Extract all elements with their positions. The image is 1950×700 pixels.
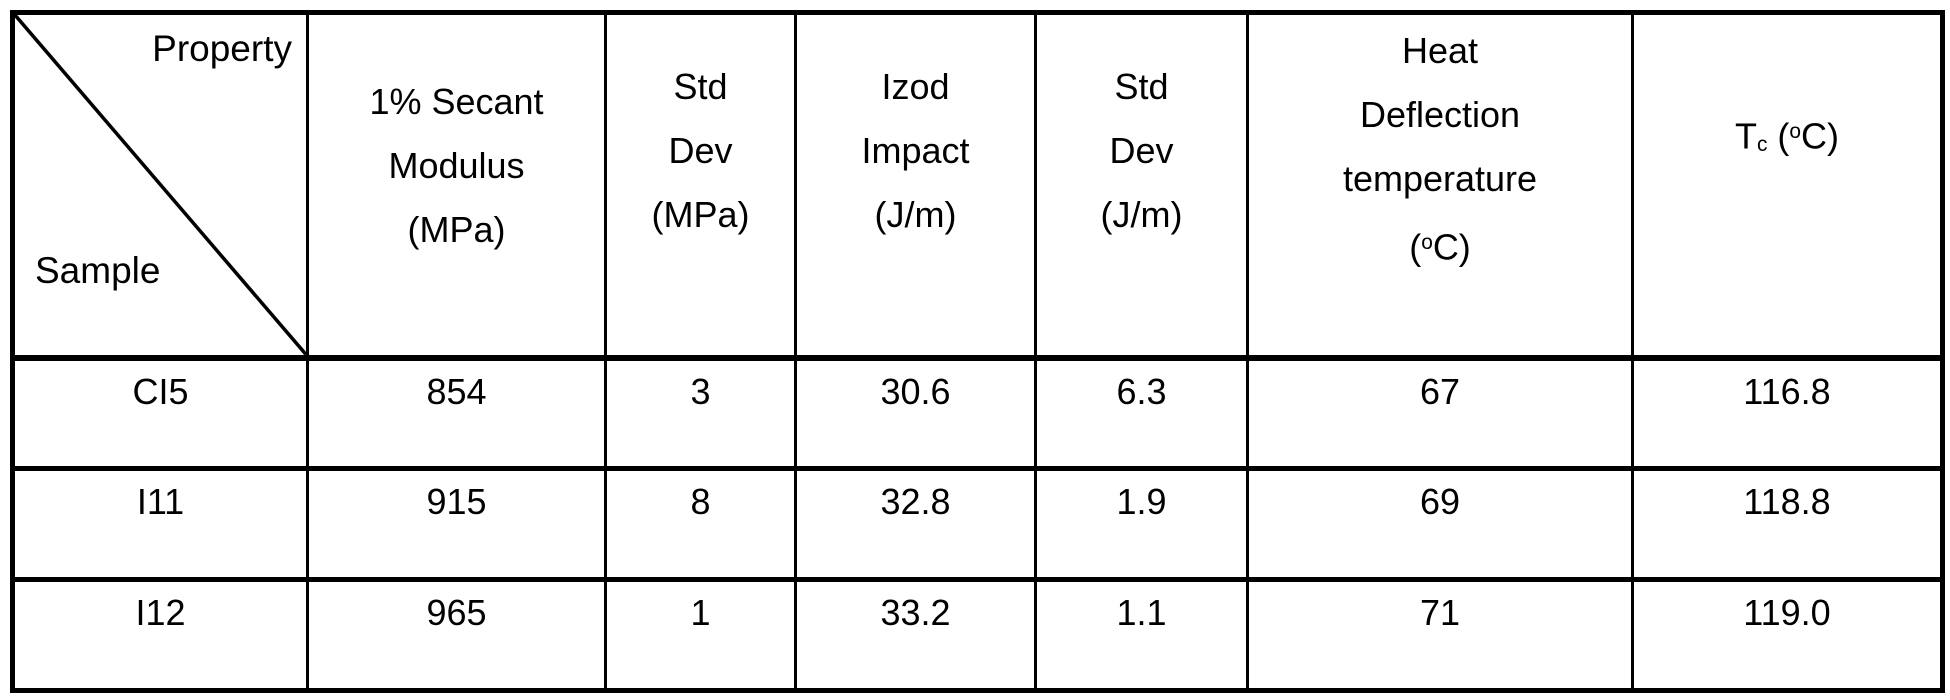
- tc-subscript: c: [1756, 132, 1768, 156]
- cell-heat-deflection: 71: [1246, 577, 1634, 692]
- cell-crystallization-temp: 118.8: [1631, 466, 1944, 581]
- cell-std-dev-modulus: 1: [604, 577, 797, 692]
- cell-std-dev-izod: 6.3: [1034, 355, 1249, 470]
- cell-std-dev-izod: 1.1: [1034, 577, 1249, 692]
- degree-superscript: o: [1421, 231, 1433, 254]
- cell-secant-modulus: 915: [306, 466, 607, 581]
- cell-secant-modulus: 854: [306, 355, 607, 470]
- table-row-i12: I12 965 1 33.2 1.1 71 119.0: [11, 577, 1944, 692]
- col-header-std-dev-izod-text: Std Dev (J/m): [1100, 66, 1183, 235]
- cell-std-dev-izod: 1.9: [1034, 466, 1249, 581]
- degree-superscript: o: [1789, 120, 1802, 143]
- cell-izod-impact: 32.8: [794, 466, 1037, 581]
- col-header-izod-impact: Izod Impact (J/m): [794, 11, 1037, 361]
- cell-heat-deflection: 67: [1246, 355, 1634, 470]
- corner-cell: Property Sample: [11, 11, 309, 361]
- col-header-std-dev-izod: Std Dev (J/m): [1034, 11, 1249, 361]
- col-header-heat-deflection-unit: (oC): [1409, 226, 1471, 268]
- corner-sample-label: Sample: [35, 249, 161, 291]
- diagonal-divider-line: [15, 15, 306, 355]
- corner-property-label: Property: [152, 28, 292, 69]
- col-header-heat-deflection-text: Heat Deflection temperature: [1342, 30, 1538, 199]
- table-row-ci5: CI5 854 3 30.6 6.3 67 116.8: [11, 355, 1944, 470]
- sample-label: CI5: [11, 355, 309, 470]
- cell-crystallization-temp: 119.0: [1631, 577, 1944, 692]
- col-header-secant-modulus-text: 1% Secant Modulus (MPa): [369, 81, 544, 250]
- col-header-secant-modulus: 1% Secant Modulus (MPa): [306, 11, 607, 361]
- col-header-crystallization-temp-text: Tc (oC): [1734, 115, 1840, 157]
- cell-std-dev-modulus: 8: [604, 466, 797, 581]
- header-row: Property Sample 1% Secant Modulus (MPa) …: [11, 11, 1944, 361]
- cell-izod-impact: 33.2: [794, 577, 1037, 692]
- cell-secant-modulus: 965: [306, 577, 607, 692]
- sample-label: I12: [11, 577, 309, 692]
- col-header-heat-deflection: Heat Deflection temperature (oC): [1246, 11, 1634, 361]
- cell-heat-deflection: 69: [1246, 466, 1634, 581]
- col-header-std-dev-modulus: Std Dev (MPa): [604, 11, 797, 361]
- cell-izod-impact: 30.6: [794, 355, 1037, 470]
- col-header-std-dev-modulus-text: Std Dev (MPa): [651, 66, 750, 235]
- col-header-crystallization-temp: Tc (oC): [1631, 11, 1944, 361]
- cell-crystallization-temp: 116.8: [1631, 355, 1944, 470]
- sample-label: I11: [11, 466, 309, 581]
- table-row-i11: I11 915 8 32.8 1.9 69 118.8: [11, 466, 1944, 581]
- col-header-izod-impact-text: Izod Impact (J/m): [861, 66, 970, 235]
- cell-std-dev-modulus: 3: [604, 355, 797, 470]
- properties-table: Property Sample 1% Secant Modulus (MPa) …: [10, 10, 1945, 693]
